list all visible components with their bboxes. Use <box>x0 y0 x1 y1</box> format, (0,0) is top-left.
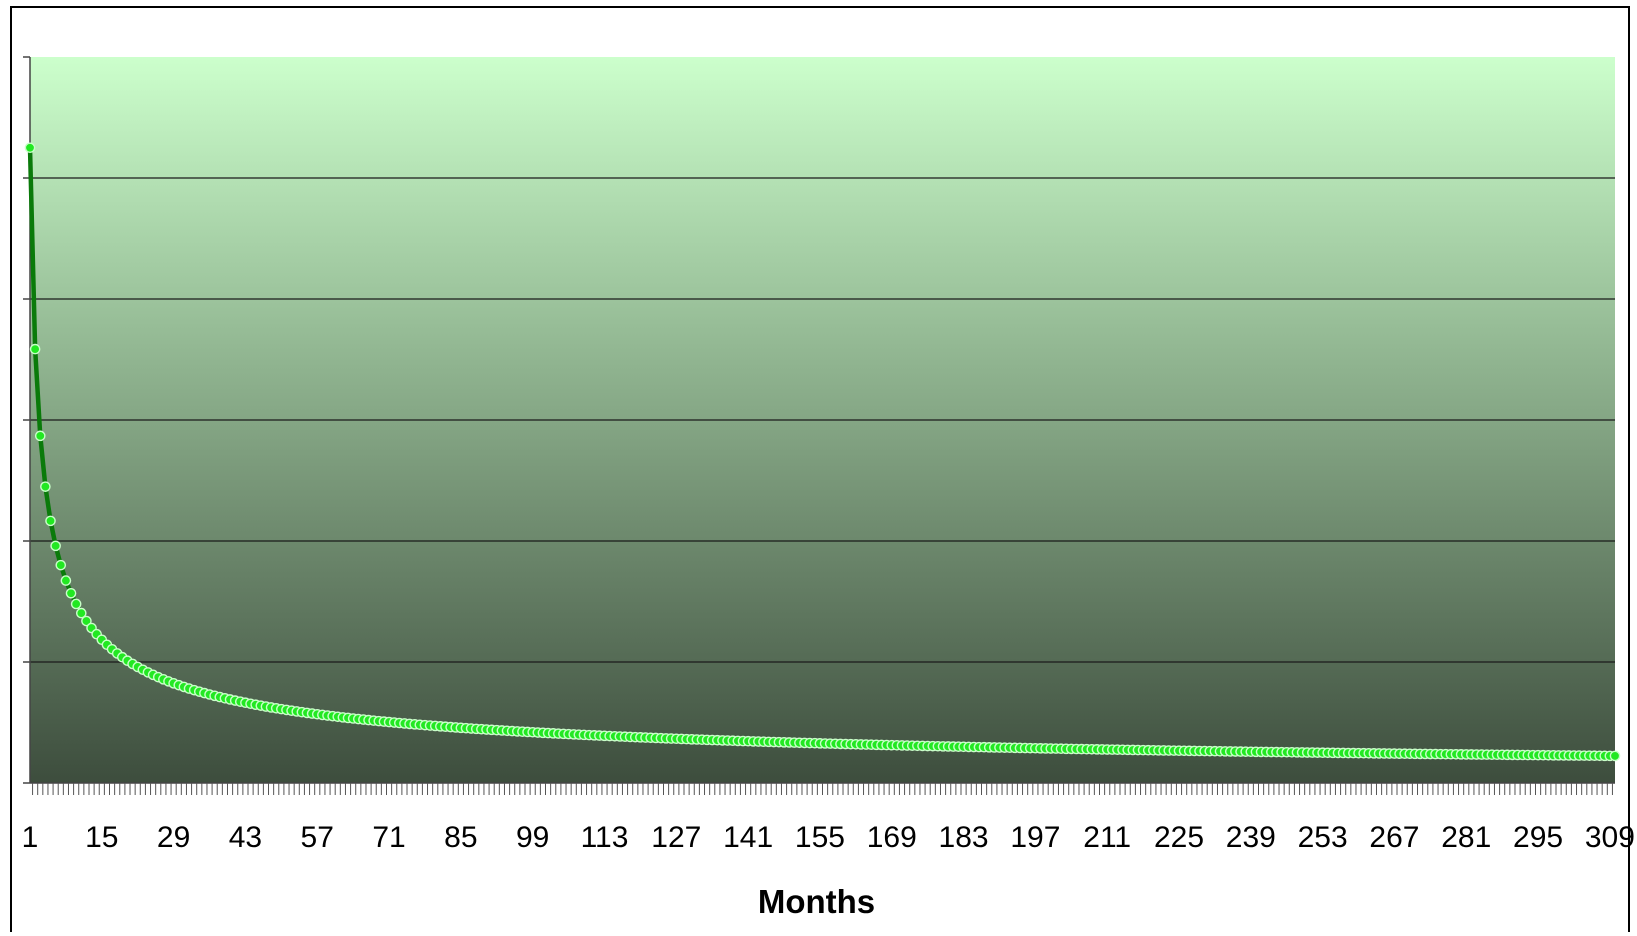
data-point <box>1609 750 1621 762</box>
x-tick-label: 169 <box>867 821 917 854</box>
x-tick-label: 239 <box>1226 821 1276 854</box>
data-point <box>75 607 87 619</box>
x-tick-label: 127 <box>651 821 701 854</box>
data-point <box>60 575 72 586</box>
x-tick-label: 99 <box>516 821 549 854</box>
x-tick-label: 57 <box>301 821 334 854</box>
data-point <box>70 598 82 610</box>
x-axis-title: Months <box>758 883 875 920</box>
data-point <box>34 430 46 442</box>
x-tick-label: 183 <box>939 821 989 854</box>
x-tick-label: 155 <box>795 821 845 854</box>
x-tick-label: 71 <box>372 821 405 854</box>
data-point <box>45 515 56 527</box>
data-point <box>65 587 77 599</box>
x-tick-label: 141 <box>723 821 773 854</box>
gridlines <box>30 177 1615 663</box>
data-point <box>29 343 41 355</box>
x-tick-label: 267 <box>1369 821 1419 854</box>
x-tick-label: 113 <box>581 821 629 854</box>
x-tick-label: 43 <box>229 821 262 854</box>
x-tick-label: 309 <box>1585 821 1635 854</box>
x-tick-label: 15 <box>85 821 118 854</box>
x-tick-label: 295 <box>1513 821 1563 854</box>
x-tick-label: 281 <box>1441 821 1491 854</box>
x-axis <box>30 782 1615 795</box>
x-tick-label: 197 <box>1010 821 1060 854</box>
x-tick-label: 1 <box>22 821 39 854</box>
data-point <box>40 481 51 492</box>
data-point <box>55 559 67 571</box>
series-markers <box>24 142 1621 762</box>
x-tick-labels: 1 15 29 43 57 71 85 99 113 127 141 155 169 183 197 211 2… <box>22 821 1635 854</box>
x-tick-label: 225 <box>1154 821 1204 854</box>
x-tick-label: 85 <box>444 821 477 854</box>
x-tick-label: 29 <box>157 821 190 854</box>
x-tick-label: 211 <box>1083 821 1131 854</box>
data-point <box>81 615 92 627</box>
data-point <box>24 142 36 154</box>
data-point <box>50 540 61 552</box>
x-tick-label: 253 <box>1298 821 1348 854</box>
